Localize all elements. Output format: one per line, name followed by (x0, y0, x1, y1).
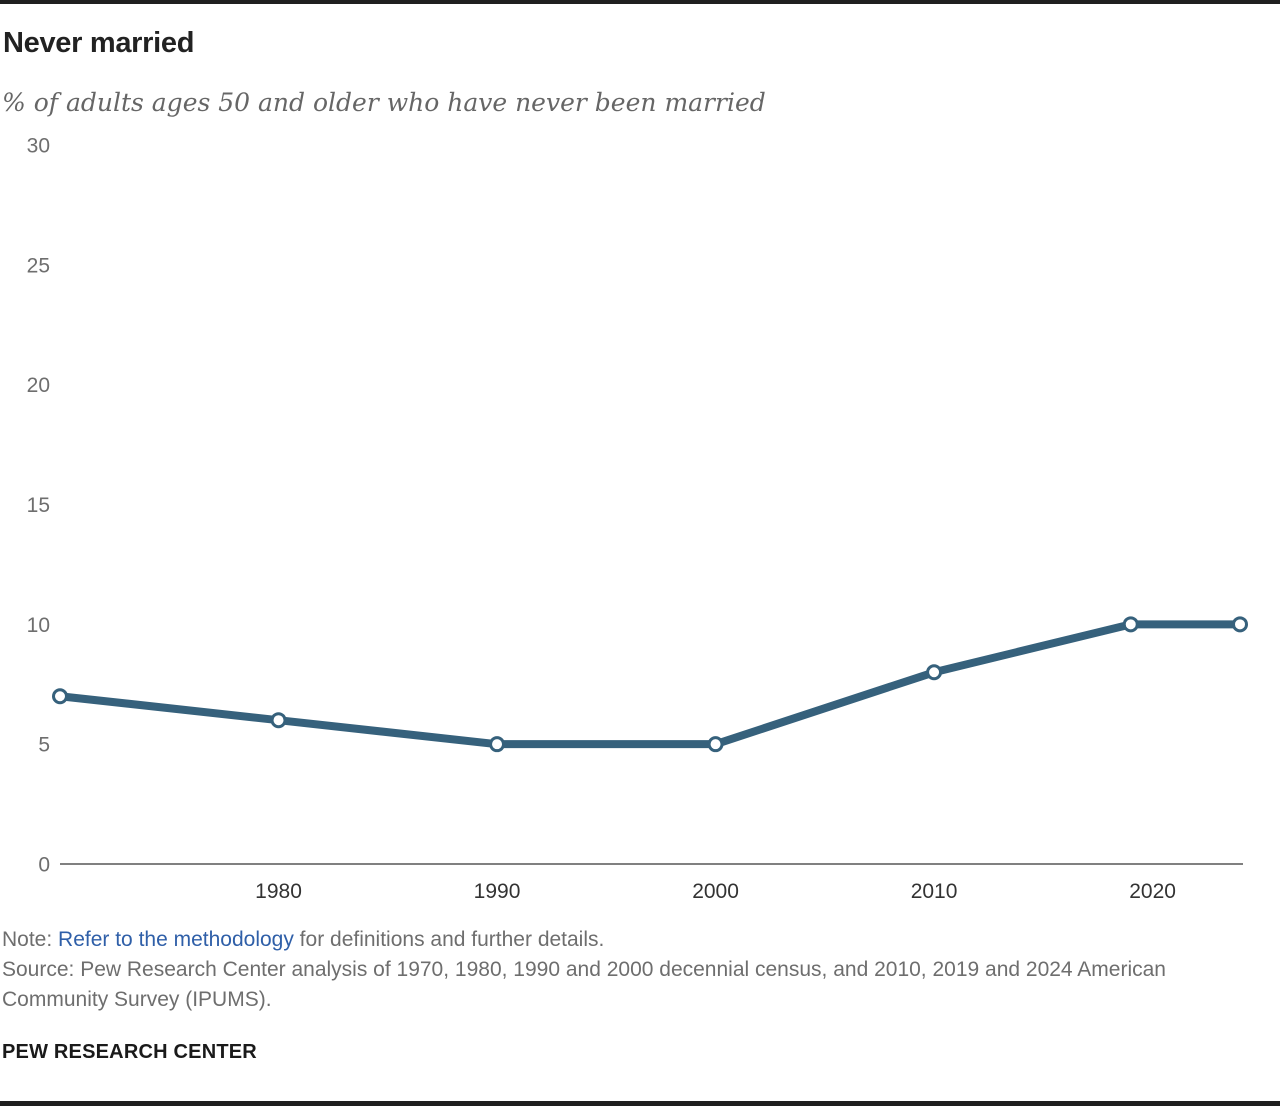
chart-footer: Note: Refer to the methodology for defin… (2, 925, 1280, 1064)
data-point-marker (270, 712, 287, 729)
methodology-link[interactable]: Refer to the methodology (58, 928, 294, 951)
data-point-marker (52, 688, 68, 705)
y-axis-tick-label: 15 (27, 494, 50, 517)
y-axis-tick-label: 5 (38, 734, 50, 757)
y-axis-tick-label: 0 (38, 854, 50, 877)
top-border (0, 0, 1280, 4)
data-point-marker (707, 736, 724, 753)
x-axis-tick-label: 1980 (255, 880, 302, 903)
chart-note: Note: Refer to the methodology for defin… (2, 925, 1197, 955)
data-point-marker (926, 664, 943, 681)
x-axis-tick-label: 2020 (1129, 880, 1176, 903)
brand-footer: PEW RESEARCH CENTER (2, 1041, 257, 1063)
data-point-marker (489, 736, 506, 753)
note-prefix: Note: (2, 928, 59, 951)
x-axis-tick-label: 1990 (474, 880, 521, 903)
x-axis-tick-label: 2000 (692, 880, 739, 903)
series-line (59, 620, 1240, 749)
note-suffix: for definitions and further details. (293, 928, 605, 951)
chart-source: Source: Pew Research Center analysis of … (2, 958, 1166, 1011)
x-axis-tick-label: 2010 (911, 880, 958, 903)
y-axis-tick-label: 25 (27, 254, 50, 277)
y-axis-tick-label: 30 (27, 135, 50, 158)
data-point-marker (1122, 616, 1139, 633)
line-chart: 0 5 10 15 20 25 30 1980 1990 2000 2010 2020 (27, 135, 1248, 903)
y-axis-tick-label: 20 (27, 374, 50, 397)
bottom-border (0, 1101, 1280, 1106)
chart-subtitle: % of adults ages 50 and older who have n… (2, 88, 766, 117)
y-axis-tick-label: 10 (27, 614, 50, 637)
data-point-marker (1232, 616, 1248, 633)
chart-title: Never married (3, 27, 195, 59)
